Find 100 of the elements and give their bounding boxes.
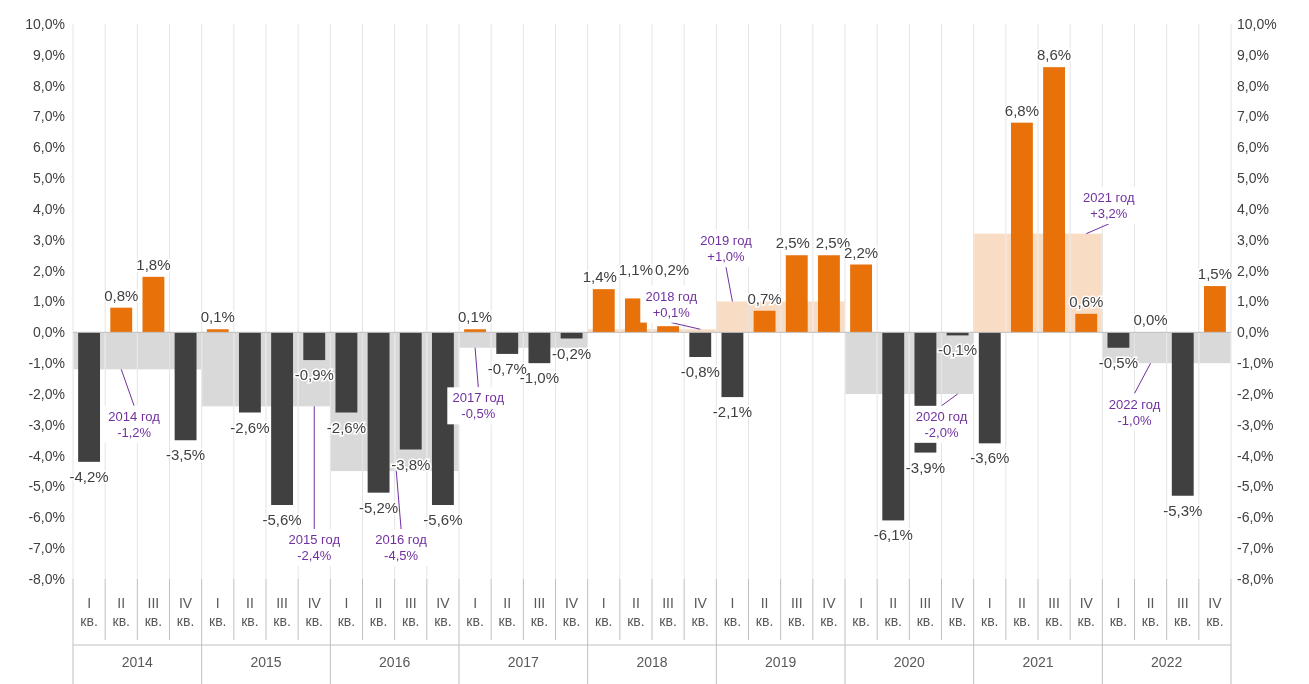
- bar: [689, 332, 712, 357]
- x-tick-label: I кв.: [981, 595, 999, 629]
- bar: [464, 329, 487, 333]
- data-label: 0,0%: [1133, 311, 1168, 329]
- data-label: 0,8%: [104, 286, 139, 304]
- bar: [560, 332, 583, 339]
- text: 2019: [765, 654, 797, 670]
- bar: [206, 329, 229, 333]
- bar: [978, 332, 1001, 444]
- y-tick-label: 1,0%: [33, 293, 65, 310]
- y-tick-label: 9,0%: [33, 46, 65, 63]
- x-tick-label: III кв.: [659, 595, 677, 629]
- text: 2015: [250, 654, 282, 670]
- y2-tick-label: -3,0%: [1237, 416, 1274, 433]
- data-label: -3,6%: [970, 449, 1010, 467]
- text: 2014: [121, 654, 154, 670]
- y-tick-label: 2,0%: [33, 262, 65, 279]
- x-tick-label: IV кв.: [305, 595, 323, 629]
- data-label: -2,6%: [230, 418, 270, 436]
- bar: [142, 276, 165, 333]
- x-tick-label: IV кв.: [562, 595, 581, 629]
- bar: [399, 332, 422, 450]
- annotation: 2021 год +3,2%: [1083, 189, 1135, 221]
- y-tick-label: -1,0%: [28, 355, 65, 372]
- x-tick-label: III кв.: [273, 595, 291, 629]
- x-tick-label: I кв.: [337, 595, 356, 629]
- x-tick-label: IV кв.: [434, 595, 452, 629]
- x-tick-label: IV кв.: [820, 595, 838, 629]
- data-label: -4,2%: [69, 467, 109, 485]
- x-tick-label: IV кв.: [176, 595, 195, 629]
- x-tick-label: III кв.: [1045, 595, 1063, 629]
- y-tick-label: -4,0%: [28, 447, 65, 464]
- data-label: -0,2%: [551, 344, 592, 362]
- y2-tick-label: 7,0%: [1237, 108, 1269, 125]
- data-label: -3,5%: [165, 446, 206, 464]
- bar: [496, 332, 519, 354]
- bar: [882, 332, 905, 521]
- x-tick-label: I кв.: [209, 595, 227, 629]
- x-tick-label: III кв.: [1174, 595, 1192, 629]
- bar: [1075, 313, 1098, 333]
- bar: [110, 307, 133, 333]
- x-tick-label: IV кв.: [1077, 595, 1095, 629]
- bar: [657, 326, 680, 333]
- bar: [1043, 67, 1066, 333]
- x-tick-label: II кв.: [755, 595, 774, 629]
- x-tick-label: I кв.: [852, 595, 870, 629]
- annotation: 2017 год -0,5%: [452, 390, 505, 422]
- bar: [753, 310, 776, 333]
- x-tick-label: I кв.: [1109, 595, 1128, 629]
- x-tick-label: II кв.: [241, 595, 259, 629]
- y-tick-label: 6,0%: [33, 139, 65, 156]
- data-label: 0,1%: [200, 308, 235, 326]
- x-tick-label: I кв.: [595, 595, 613, 629]
- bar: [78, 332, 101, 462]
- y2-tick-label: 2,0%: [1237, 262, 1269, 279]
- data-label: -2,6%: [326, 418, 367, 436]
- y-tick-label: 10,0%: [25, 15, 65, 32]
- x-tick-label: II кв.: [112, 595, 130, 629]
- bar: [817, 255, 840, 333]
- data-label: -5,2%: [358, 498, 399, 516]
- data-label: 1,1%: [618, 261, 654, 279]
- y2-tick-label: -2,0%: [1237, 385, 1274, 402]
- y2-tick-label: 5,0%: [1237, 170, 1269, 187]
- bar: [528, 332, 551, 364]
- x-tick-label: III кв.: [402, 595, 420, 629]
- bar: [1171, 332, 1194, 496]
- data-label: 0,6%: [1069, 292, 1104, 310]
- data-label: -5,6%: [423, 511, 463, 528]
- y2-tick-label: 9,0%: [1237, 46, 1269, 63]
- y2-tick-label: 0,0%: [1237, 324, 1269, 341]
- text: 2017: [507, 654, 540, 670]
- data-label: -3,8%: [391, 455, 431, 473]
- x-tick-label: IV кв.: [948, 595, 967, 629]
- annotation: 2019 год +1,0%: [700, 233, 753, 265]
- x-tick-label: III кв.: [788, 595, 806, 629]
- y2-tick-label: 1,0%: [1237, 293, 1269, 310]
- data-label: -5,6%: [262, 511, 302, 528]
- y2-tick-label: -6,0%: [1237, 509, 1274, 526]
- annotation: 2015 год -2,4%: [288, 532, 341, 564]
- x-tick-label: II кв.: [498, 595, 516, 629]
- y-tick-label: -3,0%: [28, 416, 65, 433]
- y2-tick-label: 4,0%: [1237, 200, 1269, 217]
- data-label: -5,3%: [1163, 501, 1203, 519]
- x-tick-label: II кв.: [369, 595, 388, 629]
- y2-tick-label: -8,0%: [1237, 570, 1274, 587]
- data-label: 1,4%: [582, 268, 617, 286]
- bar: [850, 264, 873, 333]
- y-tick-label: -8,0%: [28, 570, 65, 587]
- y-tick-label: 5,0%: [33, 170, 65, 187]
- annotation: 2022 год -1,0%: [1108, 396, 1161, 428]
- bar: [431, 332, 454, 505]
- bar: [1010, 122, 1033, 333]
- y2-tick-label: -4,0%: [1237, 447, 1274, 464]
- data-label: -6,1%: [873, 526, 913, 544]
- data-label: -0,8%: [680, 363, 720, 380]
- x-tick-label: IV кв.: [1206, 595, 1224, 629]
- y-tick-label: -5,0%: [28, 478, 65, 495]
- y2-tick-label: 10,0%: [1237, 15, 1277, 32]
- data-label: 0,1%: [457, 308, 493, 326]
- data-label: -0,5%: [1098, 353, 1139, 371]
